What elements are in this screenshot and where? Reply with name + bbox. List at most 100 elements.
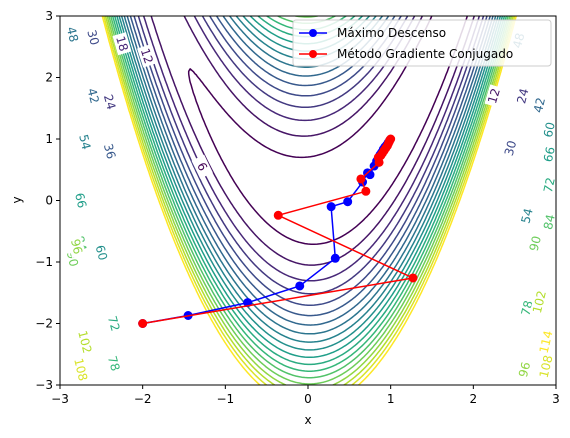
contour-label-bg [137, 44, 157, 68]
contour-label-bg [191, 154, 213, 179]
contour-label: 42 [531, 96, 548, 114]
contour-label-bg [100, 90, 120, 114]
x-axis-label: x [304, 413, 311, 427]
x-tick-label: 1 [387, 392, 395, 406]
y-tick-label: 1 [45, 132, 53, 146]
contour-label-bg [112, 32, 132, 56]
series-layer [138, 134, 418, 328]
contour-label: 72 [541, 176, 558, 194]
contour-label-bg [83, 84, 103, 108]
contour-label: 54 [76, 133, 93, 151]
contour-label: 108 [537, 354, 556, 379]
contour-label: 42 [84, 87, 101, 105]
x-tick-label: 2 [470, 392, 478, 406]
contour-label-bg [104, 311, 124, 336]
contour-label-bg [484, 84, 504, 108]
contour-label-bg [83, 26, 103, 49]
contour-label: 78 [518, 299, 535, 317]
contour-label-bg [67, 235, 86, 258]
contour-label: 60 [93, 244, 110, 262]
data-point [295, 281, 305, 291]
legend-entry: Máximo Descenso [337, 26, 446, 40]
contour-label-bg [530, 93, 549, 117]
contour-label-bg [517, 204, 537, 228]
contour-label-bg [104, 351, 124, 376]
contour-label-bg [513, 84, 533, 108]
contour-label: 48 [64, 25, 81, 43]
legend-entry: Método Gradiente Conjugado [337, 47, 513, 61]
contour-label: 12 [138, 47, 156, 66]
contour-label: 66 [72, 191, 89, 209]
data-point [356, 174, 366, 184]
x-tick-label: −1 [216, 392, 234, 406]
y-tick-label: −2 [35, 317, 53, 331]
contour-label-layer: 6121824303642485460667278849096102108122… [63, 23, 558, 383]
contour-label: 90 [527, 234, 544, 252]
data-point [330, 253, 340, 263]
y-axis: −3 −2 −1 0 1 2 3 [35, 9, 60, 392]
x-tick-label: −3 [51, 392, 69, 406]
data-point [326, 202, 336, 212]
contour-label: 30 [502, 139, 520, 157]
contour-label: 24 [514, 87, 531, 105]
contour-label-bg [526, 232, 545, 255]
contour-label: 30 [84, 28, 101, 46]
data-point [361, 186, 371, 196]
x-axis: −3 −2 −1 0 1 2 3 [51, 385, 560, 406]
contour-label-bg [540, 118, 556, 142]
data-point [273, 210, 283, 220]
contour-label-bg [75, 130, 94, 154]
legend-box [292, 19, 552, 67]
contour-label-bg [75, 330, 94, 354]
contour-label: 78 [105, 354, 123, 373]
y-tick-label: −1 [35, 255, 53, 269]
contour-label-bg [530, 290, 549, 314]
x-tick-label: −2 [134, 392, 152, 406]
contour-label-bg [515, 358, 534, 382]
contour-line-108 [103, 16, 516, 385]
contour-label: 18 [113, 34, 131, 53]
contour-label-bg [501, 136, 520, 160]
data-point [408, 273, 418, 283]
contour-label: 60 [541, 121, 558, 139]
x-tick-label: 0 [304, 392, 312, 406]
contour-label: 36 [101, 142, 119, 160]
contour-label: 54 [518, 207, 535, 225]
data-point [386, 134, 396, 144]
contour-label-bg [91, 241, 111, 265]
legend-marker [309, 50, 317, 58]
contour-label-bg [71, 189, 90, 212]
contour-label: 96 [516, 360, 533, 378]
contour-label: 84 [541, 213, 558, 231]
contour-label: 102 [75, 329, 94, 355]
legend: Máximo Descenso Método Gradiente Conjugad… [292, 19, 552, 67]
y-tick-label: −3 [35, 378, 53, 392]
contour-label-bg [540, 143, 556, 166]
contour-label-bg [517, 296, 537, 320]
contour-label: 66 [541, 145, 558, 163]
contour-label-bg [63, 23, 82, 46]
data-point [365, 170, 375, 180]
contour-label: 108 [71, 357, 90, 383]
y-axis-label: y [10, 196, 24, 203]
data-point [138, 319, 148, 328]
contour-label-bg [540, 173, 556, 197]
contour-line-102 [104, 16, 514, 385]
contour-label: 102 [530, 289, 549, 315]
contour-label-bg [536, 355, 556, 378]
contour-label-bg [536, 330, 556, 354]
contour-label-bg [540, 210, 556, 234]
y-tick-label: 3 [45, 9, 53, 23]
contour-label-bg [100, 139, 120, 163]
legend-marker [309, 29, 317, 37]
contour-line-42 [126, 16, 494, 326]
contour-label-bg [71, 358, 90, 381]
contour-label: 96 [68, 238, 85, 256]
y-tick-label: 0 [45, 194, 53, 208]
contour-label: 24 [101, 93, 119, 111]
x-tick-label: 3 [552, 392, 560, 406]
contour-label: 12 [485, 87, 503, 106]
contour-label: 72 [105, 314, 123, 333]
contour-label: 114 [537, 329, 556, 354]
